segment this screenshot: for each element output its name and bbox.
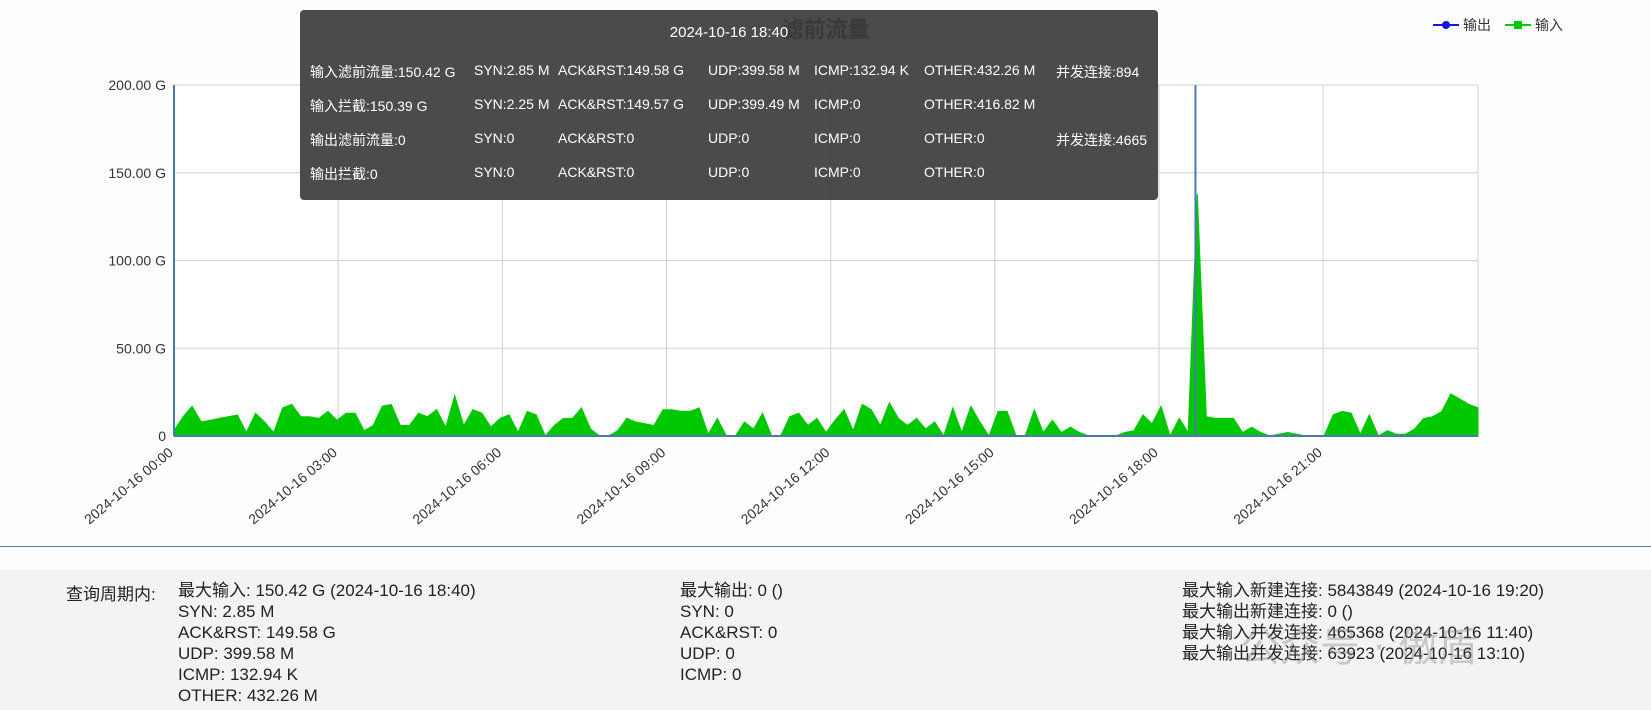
summary-line: 最大输出并发连接: 63923 (2024-10-16 13:10) (1182, 644, 1525, 663)
output-series-marker-icon (1433, 21, 1459, 29)
summary-output-column: 最大输出: 0 () SYN: 0 ACK&RST: 0 UDP: 0 ICMP: 0 (680, 580, 783, 685)
tooltip-cell: ACK&RST:149.57 G (558, 96, 685, 112)
legend-input-label: 输入 (1535, 18, 1563, 34)
tooltip-cell: SYN:0 (474, 164, 515, 180)
summary-line: SYN: 0 (680, 602, 734, 621)
summary-line: 最大输入: 150.42 G (2024-10-16 18:40) (178, 581, 476, 600)
tooltip-cell: 并发连接:4665 (1056, 132, 1148, 148)
summary-line: ACK&RST: 149.58 G (178, 623, 336, 642)
watermark: 公众号 · 傲盾 (1240, 625, 1479, 671)
tooltip-cell: ACK&RST:0 (558, 164, 635, 180)
x-tick-label: 2024-10-16 12:00 (738, 444, 833, 527)
summary-line: 最大输入并发连接: 465368 (2024-10-16 11:40) (1182, 623, 1534, 642)
x-tick-label: 2024-10-16 09:00 (573, 444, 668, 527)
tooltip-cell: ACK&RST:149.58 G (558, 62, 685, 78)
tooltip-cell: ICMP:0 (814, 96, 861, 112)
tooltip-time: 2024-10-16 18:40 (669, 24, 789, 41)
tooltip-cell: 输出拦截:0 (310, 166, 378, 182)
summary-connection-column: 最大输入新建连接: 5843849 (2024-10-16 19:20) 最大输出… (1182, 580, 1544, 664)
summary-line: 最大输入新建连接: 5843849 (2024-10-16 19:20) (1182, 581, 1544, 600)
tooltip-cell: OTHER:0 (924, 164, 985, 180)
tooltip-cell: 并发连接:894 (1056, 64, 1140, 80)
y-tick-label: 0 (158, 428, 166, 444)
legend-output-label: 输出 (1463, 18, 1491, 34)
x-tick-label: 2024-10-16 06:00 (409, 444, 504, 527)
tooltip-cell: UDP:399.49 M (708, 96, 800, 112)
x-tick-label: 2024-10-16 21:00 (1230, 444, 1325, 527)
y-tick-label: 100.00 G (108, 253, 166, 269)
tooltip-cell: ICMP:0 (814, 130, 861, 146)
x-tick-label: 2024-10-16 03:00 (245, 444, 340, 527)
legend-input[interactable]: 输入 (1505, 15, 1563, 35)
tooltip-cell: OTHER:432.26 M (924, 62, 1036, 78)
y-tick-label: 50.00 G (116, 340, 166, 356)
tooltip-cell: 输入拦截:150.39 G (310, 98, 428, 114)
x-tick-label: 2024-10-16 15:00 (902, 444, 997, 527)
section-divider (0, 546, 1651, 547)
tooltip-cell: SYN:0 (474, 130, 515, 146)
summary-line: UDP: 0 (680, 644, 735, 663)
x-tick-label: 2024-10-16 18:00 (1066, 444, 1161, 527)
tooltip-cell: OTHER:416.82 M (924, 96, 1036, 112)
y-tick-label: 150.00 G (108, 165, 166, 181)
summary-line: ICMP: 0 (680, 665, 742, 684)
summary-label: 查询周期内: (66, 585, 156, 604)
tooltip-cell: UDP:399.58 M (708, 62, 800, 78)
summary-line: 最大输出: 0 () (680, 581, 783, 600)
tooltip-cell: 输出滤前流量:0 (310, 132, 406, 148)
legend-output[interactable]: 输出 (1433, 15, 1491, 35)
summary-line: OTHER: 432.26 M (178, 686, 318, 705)
traffic-chart: 0 50.00 G 100.00 G 150.00 G 200.00 G 2024-10-… (81, 10, 1563, 527)
chart-tooltip: 2024-10-16 18:40 输入滤前流量:150.42 G SYN:2.85… (300, 10, 1158, 200)
input-series-marker-icon (1505, 21, 1531, 29)
tooltip-cell: UDP:0 (708, 164, 750, 180)
tooltip-cell: ICMP:0 (814, 164, 861, 180)
summary-panel: 查询周期内: 最大输入: 150.42 G (2024-10-16 18:40)… (0, 570, 1651, 710)
tooltip-cell: ICMP:132.94 K (814, 62, 909, 78)
tooltip-cell: OTHER:0 (924, 130, 985, 146)
summary-line: 最大输出新建连接: 0 () (1182, 602, 1353, 621)
summary-line: ACK&RST: 0 (680, 623, 778, 642)
summary-line: ICMP: 132.94 K (178, 665, 299, 684)
tooltip-cell: UDP:0 (708, 130, 750, 146)
summary-line: SYN: 2.85 M (178, 602, 275, 621)
summary-line: UDP: 399.58 M (178, 644, 295, 663)
tooltip-cell: SYN:2.25 M (474, 96, 550, 112)
tooltip-cell: 输入滤前流量:150.42 G (310, 64, 456, 80)
summary-input-column: 最大输入: 150.42 G (2024-10-16 18:40) SYN: 2.… (178, 580, 476, 706)
tooltip-cell: ACK&RST:0 (558, 130, 635, 146)
x-tick-label: 2024-10-16 00:00 (81, 444, 176, 527)
chart-legend[interactable]: 输出 输入 (1433, 15, 1563, 35)
tooltip-cell: SYN:2.85 M (474, 62, 550, 78)
y-tick-label: 200.00 G (108, 77, 166, 93)
